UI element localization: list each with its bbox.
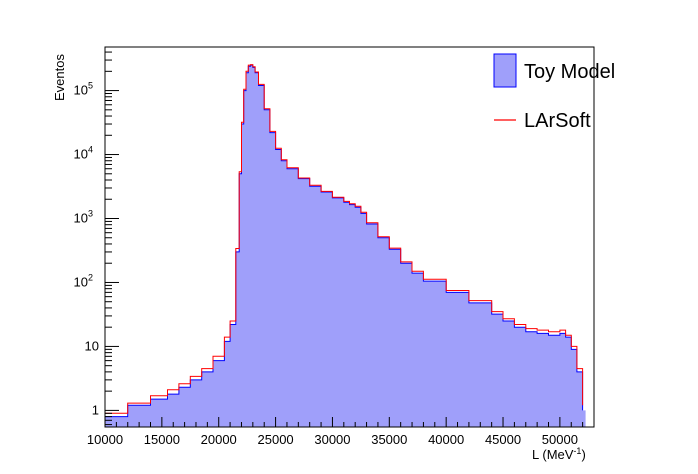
legend: Toy Model LArSoft [493, 53, 615, 132]
x-tick-label: 35000 [371, 432, 407, 447]
series-area-toy-model [105, 65, 586, 427]
y-tick-label: 1 [92, 402, 99, 417]
y-axis-label: Eventos [52, 54, 67, 101]
y-tick-label: 104 [74, 145, 93, 162]
legend-label-toy-model: Toy Model [524, 61, 615, 83]
y-tick-label: 103 [74, 209, 93, 226]
x-axis-label: L (MeV-1) [532, 446, 586, 462]
x-tick-label: 25000 [258, 432, 294, 447]
x-tick-label: 50000 [542, 432, 578, 447]
plot-frame [104, 46, 595, 428]
series-line-larsoft [105, 64, 584, 414]
x-tick-label: 45000 [485, 432, 521, 447]
y-axis: 1 10 102 103 104 105 [74, 51, 119, 426]
x-tick-label: 10000 [87, 432, 123, 447]
x-tick-label: 20000 [201, 432, 237, 447]
x-tick-label: 30000 [314, 432, 350, 447]
y-tick-label: 102 [74, 272, 93, 289]
y-tick-label: 105 [74, 81, 93, 98]
legend-label-larsoft: LArSoft [524, 110, 591, 132]
x-tick-label: 40000 [428, 432, 464, 447]
x-tick-label: 15000 [144, 432, 180, 447]
y-tick-label: 10 [85, 338, 99, 353]
legend-swatch-toy-model [493, 53, 517, 88]
x-axis: 10000 15000 20000 25000 30000 35000 40000 45000… [87, 417, 595, 447]
